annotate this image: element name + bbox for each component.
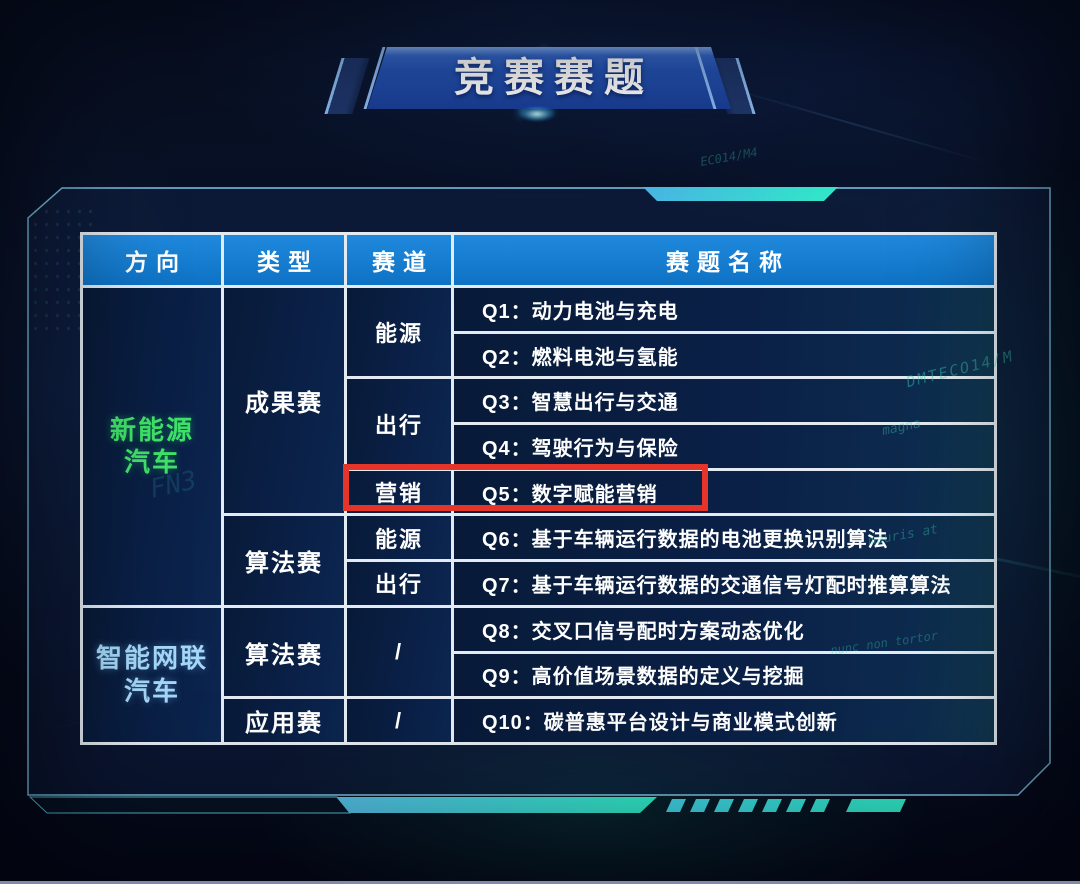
topic-cell-q4: Q4：驾驶行为与保险 (454, 425, 994, 468)
direction-line: 汽车 (123, 675, 180, 706)
topic-cell-q1: Q1：动力电池与充电 (454, 288, 994, 331)
direction-line: 汽车 (123, 447, 180, 478)
direction-cell-icv: 智能网联 汽车 (83, 607, 221, 742)
topic-cell-q3: Q3：智慧出行与交通 (454, 379, 994, 423)
type-cell: 应用赛 (224, 699, 344, 742)
glow-dot (513, 104, 561, 124)
type-cell: 成果赛 (224, 288, 344, 514)
top-accent-bar (643, 187, 838, 201)
topic-cell-q9: Q9：高价值场景数据的定义与挖掘 (454, 653, 994, 697)
topic-cell-q8: Q8：交叉口信号配时方案动态优化 (454, 607, 994, 651)
topic-cell-q2: Q2：燃料电池与氢能 (454, 333, 994, 377)
direction-line: 智能网联 (95, 643, 208, 674)
track-cell: 出行 (347, 562, 451, 605)
topics-table: 方向 类型 赛道 赛题名称 新能源 汽车 智能网联 汽车 成果赛 算法赛 算法赛… (80, 232, 997, 745)
track-cell: / (347, 607, 451, 697)
track-cell: / (347, 699, 451, 742)
track-cell: 出行 (347, 379, 451, 468)
title-banner: 竞赛赛题 (324, 18, 756, 139)
direction-cell-nev: 新能源 汽车 (83, 288, 221, 605)
col-header-type: 类型 (224, 235, 344, 285)
topic-cell-q7: Q7：基于车辆运行数据的交通信号灯配时推算算法 (454, 562, 994, 605)
col-header-direction: 方向 (83, 235, 221, 285)
topic-cell-q6: Q6：基于车辆运行数据的电池更换识别算法 (454, 516, 994, 560)
bottom-bar-cyan (337, 797, 657, 813)
topic-cell-q10: Q10：碳普惠平台设计与商业模式创新 (454, 699, 994, 742)
track-cell: 能源 (347, 516, 451, 560)
page-title: 竞赛赛题 (454, 56, 654, 100)
type-cell: 算法赛 (224, 516, 344, 605)
highlight-box-q5 (343, 464, 708, 511)
col-header-topic-name: 赛题名称 (454, 235, 994, 285)
bottom-bar-dark (28, 796, 352, 814)
col-header-track: 赛道 (347, 235, 451, 285)
track-cell: 能源 (347, 288, 451, 377)
bottom-edge-strip (0, 881, 1080, 884)
direction-line: 新能源 (109, 414, 194, 445)
type-cell: 算法赛 (224, 607, 344, 697)
chevron-stripes (666, 799, 906, 812)
banner-plate (367, 47, 731, 109)
